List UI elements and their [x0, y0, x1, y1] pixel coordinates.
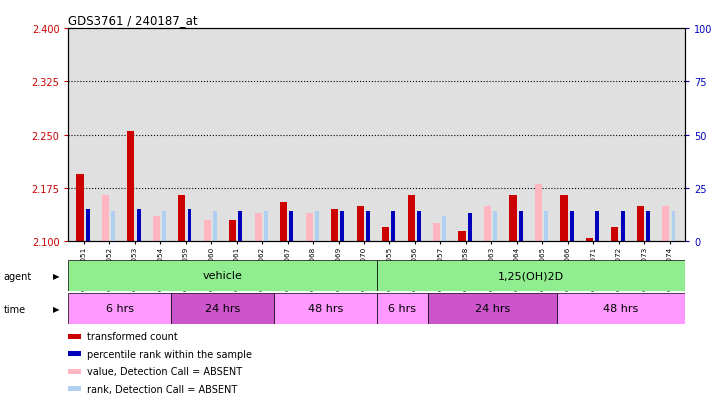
Bar	[417, 212, 421, 242]
Bar	[493, 212, 497, 242]
Bar	[172, 293, 274, 324]
Bar	[264, 212, 268, 242]
Bar	[86, 210, 89, 242]
Bar	[162, 212, 166, 242]
Text: GDS3761 / 240187_at: GDS3761 / 240187_at	[68, 14, 198, 27]
Bar	[428, 293, 557, 324]
Bar	[68, 293, 172, 324]
Bar	[274, 293, 376, 324]
Bar	[68, 260, 376, 291]
Bar	[111, 212, 115, 242]
Text: transformed count: transformed count	[87, 332, 178, 342]
Text: 1,25(OH)2D: 1,25(OH)2D	[497, 271, 564, 281]
Bar	[433, 224, 440, 242]
Bar	[136, 210, 141, 242]
Bar	[637, 206, 644, 242]
Bar	[102, 195, 109, 242]
Bar	[340, 212, 345, 242]
Bar	[646, 212, 650, 242]
Text: 6 hrs: 6 hrs	[106, 304, 134, 314]
Bar	[331, 210, 338, 242]
Text: time: time	[4, 304, 26, 314]
Bar	[204, 221, 211, 242]
Bar	[376, 293, 428, 324]
Text: 48 hrs: 48 hrs	[308, 304, 343, 314]
Bar	[76, 174, 84, 242]
Bar	[595, 212, 599, 242]
Bar	[239, 212, 242, 242]
Bar	[315, 212, 319, 242]
Bar	[213, 212, 217, 242]
Bar	[255, 213, 262, 242]
Bar	[621, 212, 624, 242]
Text: ▶: ▶	[53, 304, 59, 313]
Bar	[544, 212, 548, 242]
Text: 24 hrs: 24 hrs	[474, 304, 510, 314]
Bar	[663, 206, 669, 242]
Bar	[535, 185, 542, 242]
Bar	[153, 217, 160, 242]
Bar	[611, 228, 619, 242]
Text: vehicle: vehicle	[203, 271, 242, 281]
Bar	[671, 212, 676, 242]
Bar	[557, 293, 685, 324]
Bar	[366, 212, 370, 242]
Bar	[586, 238, 593, 242]
Bar	[376, 260, 685, 291]
Bar	[442, 216, 446, 242]
Bar	[570, 212, 573, 242]
Text: ▶: ▶	[53, 271, 59, 280]
Bar	[128, 132, 135, 242]
Text: 6 hrs: 6 hrs	[389, 304, 417, 314]
Bar	[306, 213, 313, 242]
Bar	[187, 210, 192, 242]
Bar	[357, 206, 363, 242]
Text: 24 hrs: 24 hrs	[205, 304, 240, 314]
Bar	[459, 231, 466, 242]
Bar	[484, 206, 491, 242]
Text: percentile rank within the sample: percentile rank within the sample	[87, 349, 252, 359]
Bar	[510, 195, 516, 242]
Text: 48 hrs: 48 hrs	[603, 304, 638, 314]
Bar	[407, 195, 415, 242]
Bar	[468, 214, 472, 242]
Text: rank, Detection Call = ABSENT: rank, Detection Call = ABSENT	[87, 384, 237, 394]
Bar	[289, 212, 293, 242]
Bar	[382, 228, 389, 242]
Bar	[229, 221, 236, 242]
Text: value, Detection Call = ABSENT: value, Detection Call = ABSENT	[87, 366, 242, 376]
Bar	[518, 212, 523, 242]
Bar	[392, 212, 395, 242]
Bar	[280, 203, 287, 242]
Text: agent: agent	[4, 271, 32, 281]
Bar	[178, 195, 185, 242]
Bar	[560, 195, 567, 242]
